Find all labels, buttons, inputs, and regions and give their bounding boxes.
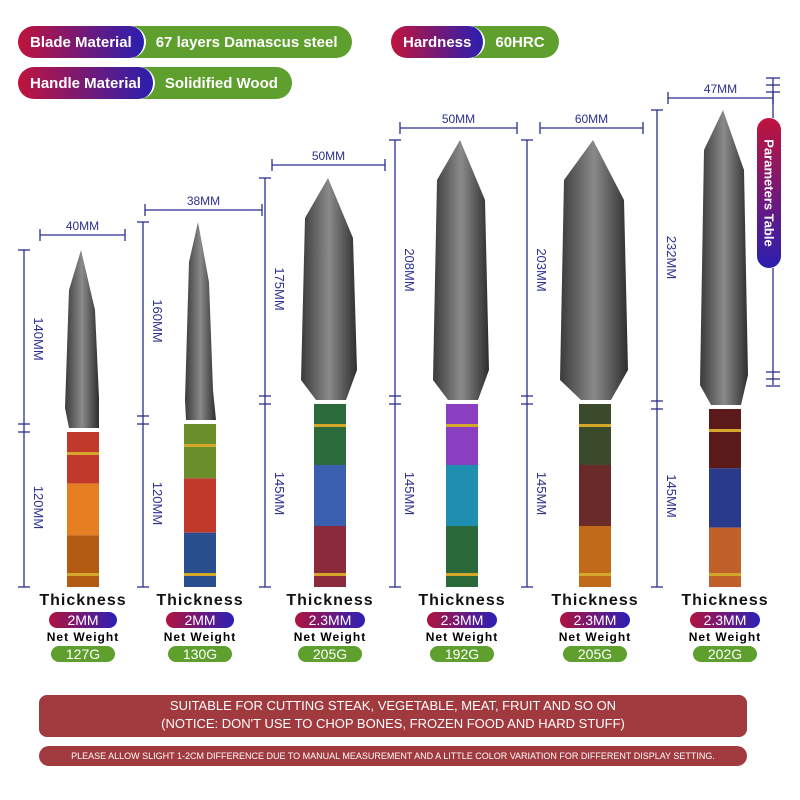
handle-ring (446, 573, 478, 576)
knife-spec: Thickness 2MM Net Weight 127G (18, 592, 148, 664)
handle-length-label: 145MM (272, 472, 287, 515)
width-label: 47MM (704, 82, 737, 96)
blade-length-label: 203MM (534, 248, 549, 291)
handle-ring (446, 424, 478, 427)
spec-handle-material: Handle Material Solidified Wood (18, 67, 292, 99)
handle-ring (709, 429, 741, 432)
spec-hardness: Hardness 60HRC (391, 26, 559, 58)
handle (446, 404, 478, 465)
usage-notice: SUITABLE FOR CUTTING STEAK, VEGETABLE, M… (39, 695, 747, 737)
thickness-label: Thickness (286, 592, 374, 609)
handle-ring (67, 452, 99, 455)
parameters-table-badge: Parameters Table (757, 118, 781, 268)
handle-ring (67, 573, 99, 576)
spec-blade-material: Blade Material 67 layers Damascus steel (18, 26, 352, 58)
usage-line: SUITABLE FOR CUTTING STEAK, VEGETABLE, M… (169, 698, 617, 713)
spec-value: 67 layers Damascus steel (133, 26, 352, 58)
handle (67, 432, 99, 484)
thickness-value: 2.3MM (426, 612, 498, 628)
blade-length-label: 140MM (31, 317, 46, 360)
disclaimer: PLEASE ALLOW SLIGHT 1-2CM DIFFERENCE DUE… (39, 746, 747, 766)
blade-length-label: 160MM (150, 299, 165, 342)
thickness-value: 2.3MM (559, 612, 631, 628)
weight-label: Net Weight (558, 630, 632, 644)
handle-ring (184, 444, 216, 447)
spec-label: Blade Material (18, 26, 146, 58)
spec-label: Hardness (391, 26, 486, 58)
thickness-label: Thickness (156, 592, 244, 609)
weight-value: 205G (298, 646, 362, 662)
blade-length-label: 175MM (272, 267, 287, 310)
knife-spec: Thickness 2MM Net Weight 130G (135, 592, 265, 664)
handle-length-label: 120MM (150, 482, 165, 525)
width-label: 60MM (575, 112, 608, 126)
blade-length-label: 232MM (664, 236, 679, 279)
thickness-value: 2MM (166, 612, 234, 628)
width-label: 50MM (312, 149, 345, 163)
knife-spec: Thickness 2.3MM Net Weight 192G (397, 592, 527, 664)
weight-value: 205G (563, 646, 627, 662)
thickness-value: 2.3MM (689, 612, 761, 628)
width-label: 40MM (66, 219, 99, 233)
handle (579, 404, 611, 465)
spec-label: Handle Material (18, 67, 155, 99)
handle-ring (314, 573, 346, 576)
thickness-label: Thickness (681, 592, 769, 609)
handle-ring (184, 573, 216, 576)
blade (433, 140, 489, 400)
handle-length-label: 145MM (402, 472, 417, 515)
blade (700, 110, 748, 405)
blade (65, 250, 99, 428)
spec-value: 60HRC (473, 26, 559, 58)
thickness-label: Thickness (39, 592, 127, 609)
handle (184, 424, 216, 479)
weight-value: 192G (430, 646, 494, 662)
weight-label: Net Weight (425, 630, 499, 644)
knife-spec: Thickness 2.3MM Net Weight 205G (265, 592, 395, 664)
handle-ring (314, 424, 346, 427)
handle (709, 409, 741, 469)
handle-ring (579, 573, 611, 576)
weight-label: Net Weight (688, 630, 762, 644)
weight-label: Net Weight (46, 630, 120, 644)
weight-label: Net Weight (293, 630, 367, 644)
blade (301, 178, 357, 400)
weight-value: 127G (51, 646, 115, 662)
weight-value: 202G (693, 646, 757, 662)
handle-ring (579, 424, 611, 427)
spec-value: Solidified Wood (142, 67, 292, 99)
handle (314, 404, 346, 465)
thickness-value: 2.3MM (294, 612, 366, 628)
handle-ring (709, 573, 741, 576)
knife-spec: Thickness 2.3MM Net Weight 202G (660, 592, 790, 664)
handle-length-label: 145MM (664, 474, 679, 517)
blade (185, 222, 216, 420)
handle-length-label: 120MM (31, 486, 46, 529)
notice-line: (NOTICE: DON'T USE TO CHOP BONES, FROZEN… (161, 716, 625, 731)
blade-length-label: 208MM (402, 248, 417, 291)
weight-label: Net Weight (163, 630, 237, 644)
width-label: 50MM (442, 112, 475, 126)
width-label: 38MM (187, 194, 220, 208)
handle-length-label: 145MM (534, 472, 549, 515)
thickness-label: Thickness (418, 592, 506, 609)
blade (560, 140, 628, 400)
thickness-label: Thickness (551, 592, 639, 609)
knife-spec: Thickness 2.3MM Net Weight 205G (530, 592, 660, 664)
thickness-value: 2MM (49, 612, 117, 628)
weight-value: 130G (168, 646, 232, 662)
